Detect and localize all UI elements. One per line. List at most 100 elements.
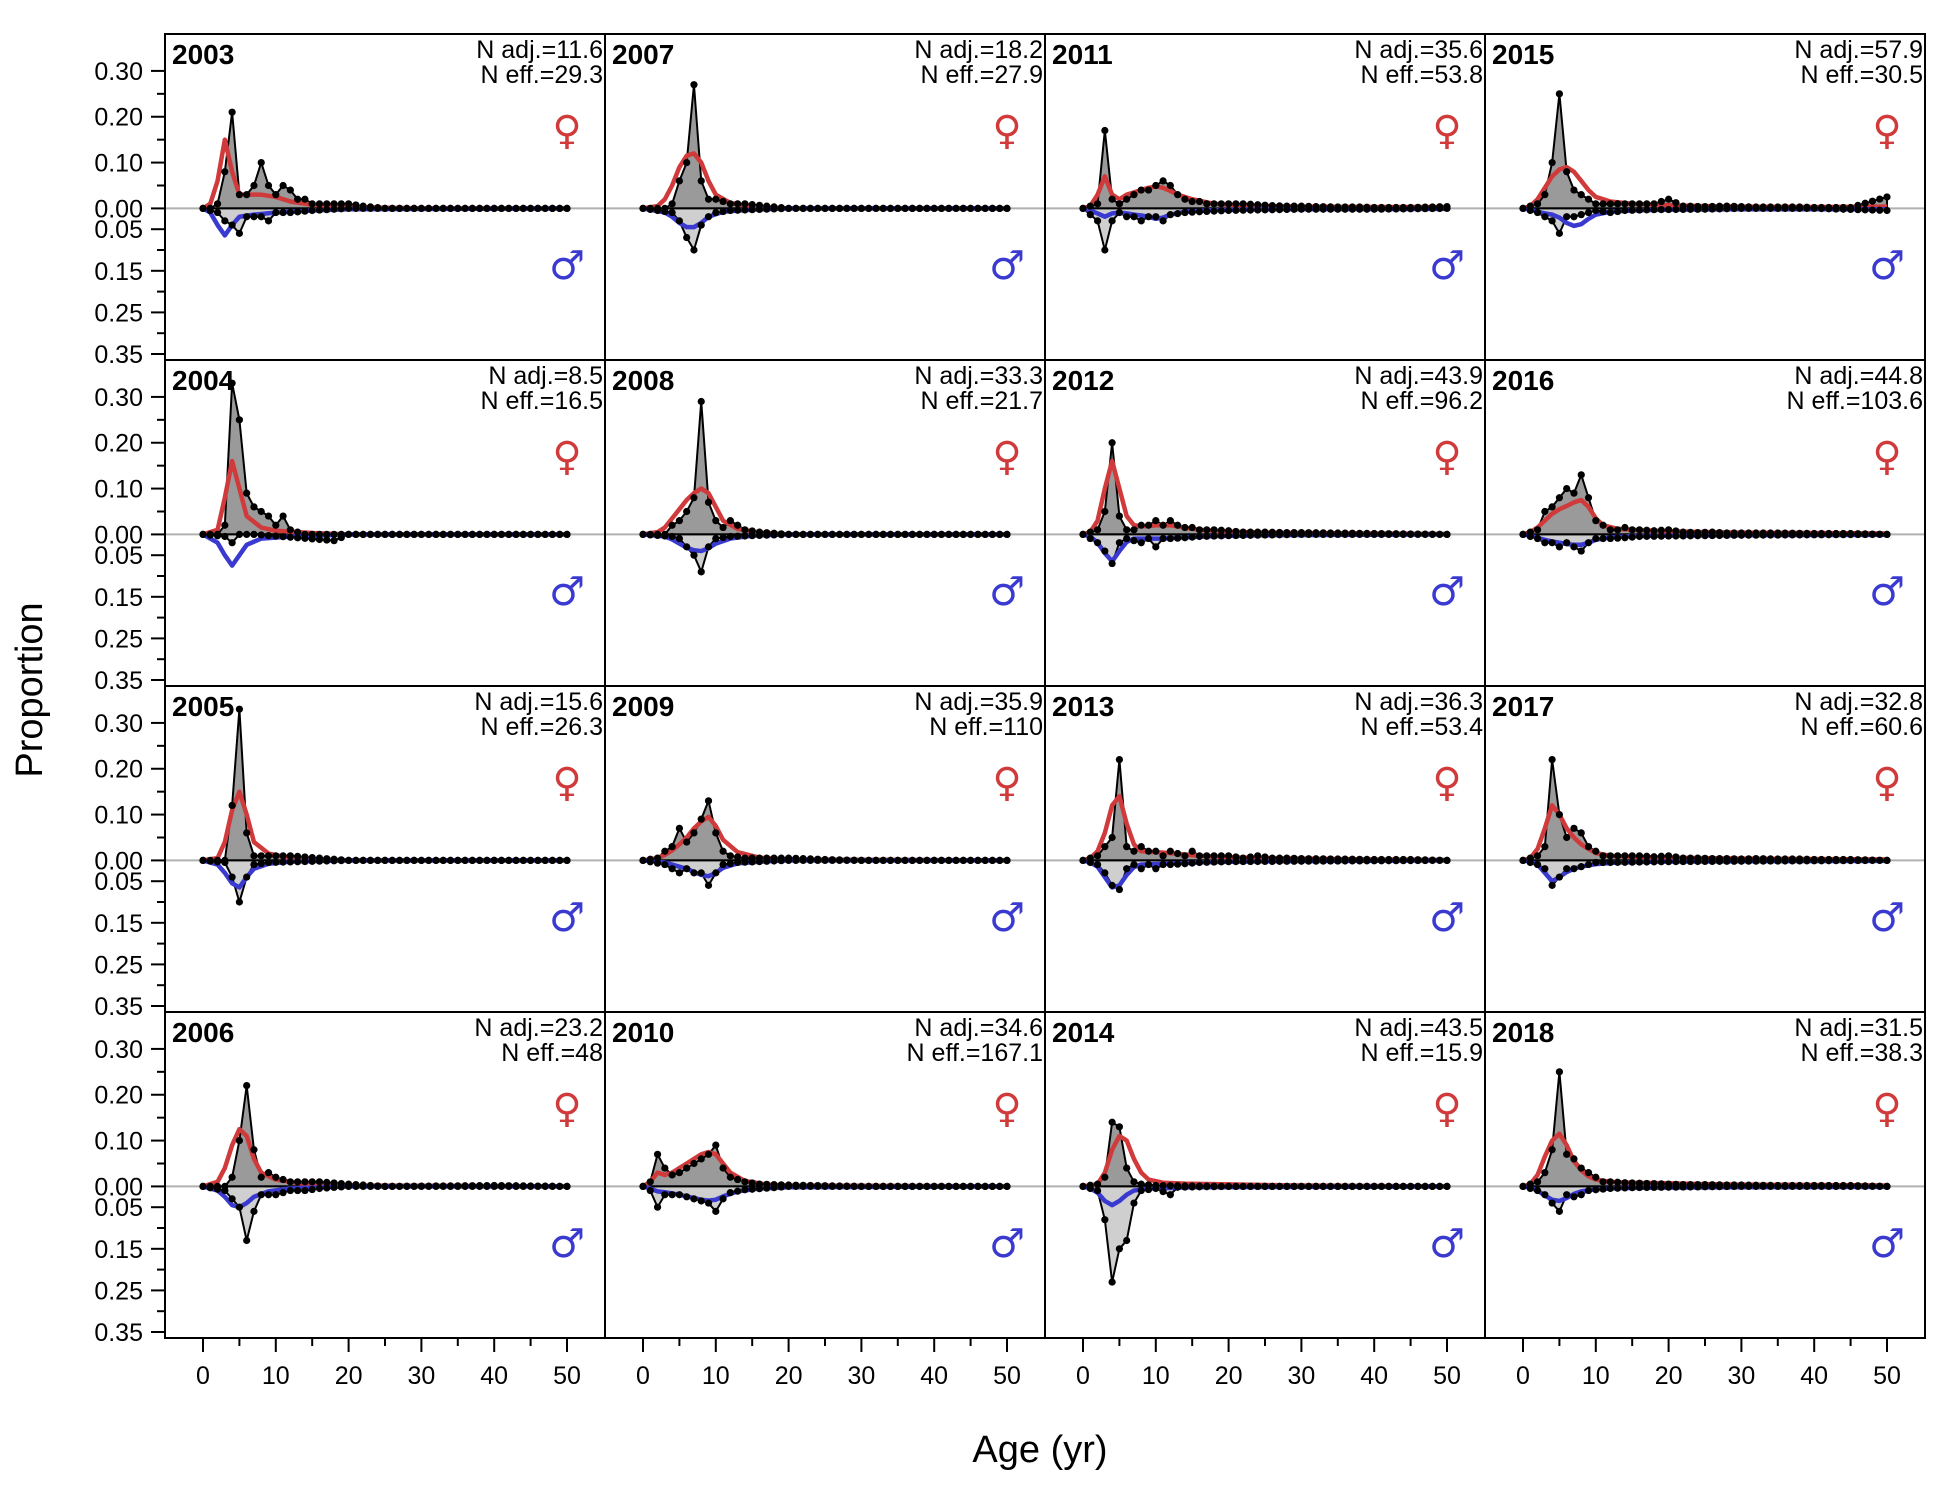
male-obs-point — [250, 213, 258, 221]
male-obs-point — [901, 1182, 909, 1191]
female-obs-point — [704, 797, 713, 805]
male-obs-point — [675, 869, 684, 877]
female-obs-point — [1188, 197, 1196, 206]
male-obs-point — [388, 204, 396, 213]
female-obs-point — [1533, 200, 1542, 208]
male-obs-point — [1195, 208, 1204, 216]
male-obs-point — [563, 204, 571, 213]
male-obs-point — [272, 208, 280, 217]
male-obs-point — [1159, 860, 1167, 869]
male-obs-point — [1533, 534, 1542, 543]
male-obs-point — [1414, 530, 1422, 539]
male-obs-point — [1621, 534, 1629, 542]
male-fit-line — [201, 532, 567, 568]
male-obs-point — [1086, 858, 1094, 867]
male-obs-point — [1847, 1182, 1855, 1191]
x-tick-label: 30 — [847, 1362, 875, 1390]
female-obs-point — [315, 530, 324, 539]
male-obs-point — [1174, 1183, 1182, 1191]
male-obs-point — [1686, 857, 1695, 866]
x-tick-label: 40 — [480, 1362, 508, 1390]
male-obs-point — [683, 865, 691, 873]
male-obs-point — [1334, 857, 1342, 865]
female-obs-point — [213, 200, 222, 208]
female-obs-point — [272, 1173, 280, 1181]
female-symbol-icon: ♀ — [1872, 434, 1901, 480]
female-obs-point — [712, 829, 720, 837]
male-obs-point — [1723, 531, 1731, 540]
female-obs-point — [1635, 200, 1644, 208]
male-obs-point — [639, 1182, 647, 1191]
female-obs-point — [315, 200, 324, 208]
panel-2004: 2004 N adj.=8.5N eff.=16.5 ♀ ♂ — [164, 359, 606, 687]
male-obs-point — [901, 856, 909, 865]
male-obs-point — [1752, 857, 1760, 865]
male-obs-point — [1334, 530, 1342, 539]
male-obs-point — [1584, 860, 1593, 869]
male-obs-point — [1275, 531, 1284, 539]
y-tick-label: 0.25 — [94, 951, 143, 979]
n-adj-label: N adj.=43.9 — [1354, 362, 1483, 390]
x-tick-label: 50 — [993, 1362, 1021, 1390]
male-obs-point — [763, 205, 771, 213]
male-obs-point — [323, 857, 331, 865]
panel-2015: 2015 N adj.=57.9N eff.=30.5 ♀ ♂ — [1484, 33, 1926, 361]
male-obs-point — [497, 204, 506, 213]
male-obs-point — [908, 530, 916, 539]
male-obs-point — [235, 229, 243, 237]
panel-2007: 2007 N adj.=18.2N eff.=27.9 ♀ ♂ — [604, 33, 1046, 361]
male-obs-point — [843, 530, 851, 539]
female-obs-point — [668, 1171, 676, 1179]
male-obs-point — [952, 204, 960, 213]
male-obs-point — [1868, 856, 1877, 865]
male-obs-point — [806, 204, 815, 213]
male-obs-point — [1312, 1182, 1320, 1191]
female-obs-point — [741, 200, 749, 208]
n-eff-label: N eff.=110 — [929, 713, 1043, 741]
male-obs-point — [675, 217, 684, 225]
female-obs-point — [1672, 527, 1680, 535]
female-obs-point — [1159, 852, 1167, 860]
male-obs-point — [395, 1182, 404, 1191]
male-obs-point — [1708, 1183, 1716, 1191]
male-obs-point — [1254, 1182, 1262, 1191]
male-obs-point — [1883, 856, 1891, 865]
female-symbol-icon: ♀ — [1432, 434, 1461, 480]
male-obs-point — [668, 865, 676, 873]
male-obs-point — [923, 856, 931, 865]
male-obs-point — [1385, 1182, 1393, 1191]
y-tick-label: 0.00 — [94, 1173, 143, 1201]
male-obs-point — [1203, 1183, 1211, 1191]
male-obs-point — [981, 1182, 989, 1191]
female-fit-line — [202, 458, 567, 537]
male-obs-point — [1650, 858, 1658, 866]
female-symbol-icon: ♀ — [1432, 108, 1461, 154]
male-obs-point — [748, 206, 756, 214]
male-obs-point — [1541, 213, 1549, 221]
female-obs-point — [1203, 852, 1211, 860]
male-obs-point — [1232, 1182, 1240, 1191]
female-obs-point — [1130, 847, 1138, 855]
male-obs-point — [1195, 858, 1204, 867]
y-tick-label: 0.15 — [94, 1236, 143, 1264]
female-obs-point — [1563, 484, 1571, 493]
male-obs-point — [228, 539, 236, 547]
male-obs-point — [235, 898, 243, 906]
x-axis-title: Age (yr) — [972, 1429, 1107, 1471]
male-obs-point — [712, 208, 720, 217]
male-obs-point — [512, 856, 520, 865]
female-obs-point — [697, 397, 705, 406]
male-obs-point — [534, 1182, 542, 1191]
female-obs-point — [1174, 521, 1182, 529]
female-symbol-icon: ♀ — [552, 760, 581, 806]
male-obs-point — [937, 204, 946, 213]
male-obs-point — [1679, 1183, 1687, 1191]
male-obs-point — [777, 531, 785, 539]
male-obs-point — [1123, 1236, 1131, 1245]
female-obs-point — [1548, 503, 1556, 511]
male-obs-point — [381, 1182, 389, 1191]
male-obs-point — [675, 534, 684, 543]
male-obs-point — [1003, 530, 1011, 539]
female-obs-point — [734, 853, 742, 861]
male-obs-point — [403, 204, 411, 213]
